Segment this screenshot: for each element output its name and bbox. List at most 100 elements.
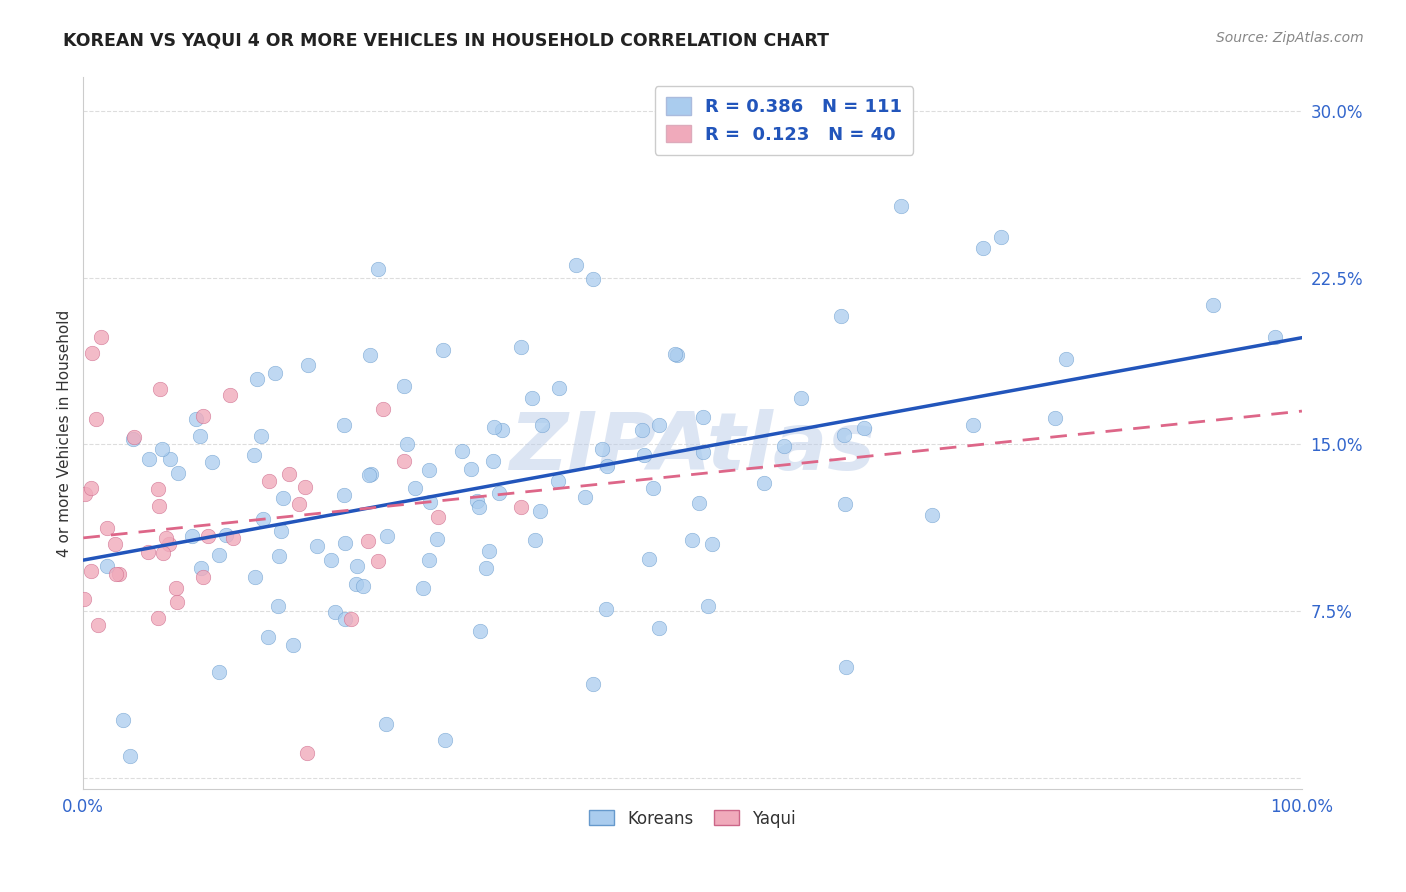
Point — [547, 474, 569, 488]
Point — [468, 624, 491, 639]
Point — [1202, 298, 1225, 312]
Point — [191, 409, 214, 423]
Point — [208, 665, 231, 680]
Point — [270, 524, 292, 539]
Point — [404, 481, 426, 495]
Point — [419, 495, 441, 509]
Point — [451, 443, 474, 458]
Point — [990, 230, 1012, 244]
Point — [319, 552, 342, 566]
Point — [108, 567, 131, 582]
Point — [352, 579, 374, 593]
Point — [432, 343, 454, 357]
Point — [418, 553, 440, 567]
Point — [191, 570, 214, 584]
Point — [159, 452, 181, 467]
Point — [830, 309, 852, 323]
Point — [138, 452, 160, 467]
Point — [396, 437, 419, 451]
Point — [146, 483, 169, 497]
Point — [243, 448, 266, 462]
Point — [80, 564, 103, 578]
Point — [346, 559, 368, 574]
Point — [148, 610, 170, 624]
Point — [375, 529, 398, 543]
Point — [243, 570, 266, 584]
Point — [392, 379, 415, 393]
Point — [478, 544, 501, 558]
Point — [418, 462, 440, 476]
Point — [631, 423, 654, 437]
Point — [246, 372, 269, 386]
Point — [222, 531, 245, 545]
Point — [834, 497, 856, 511]
Point — [921, 508, 943, 522]
Point — [86, 412, 108, 426]
Point — [638, 552, 661, 566]
Point — [335, 535, 357, 549]
Point — [257, 474, 280, 488]
Point — [257, 630, 280, 644]
Point — [333, 417, 356, 432]
Point — [188, 429, 211, 443]
Point — [72, 591, 94, 606]
Point — [90, 329, 112, 343]
Point — [633, 448, 655, 462]
Point — [157, 537, 180, 551]
Point — [524, 533, 547, 547]
Point — [465, 493, 488, 508]
Point — [152, 547, 174, 561]
Point — [267, 549, 290, 563]
Point — [104, 567, 127, 582]
Point — [664, 347, 686, 361]
Point — [359, 348, 381, 362]
Point — [87, 618, 110, 632]
Point — [692, 444, 714, 458]
Point — [773, 439, 796, 453]
Point — [167, 466, 190, 480]
Point — [700, 537, 723, 551]
Point — [790, 391, 813, 405]
Point — [474, 561, 496, 575]
Point — [250, 429, 273, 443]
Point — [375, 717, 398, 731]
Point — [853, 421, 876, 435]
Point — [574, 490, 596, 504]
Point — [294, 480, 316, 494]
Y-axis label: 4 or more Vehicles in Household: 4 or more Vehicles in Household — [58, 310, 72, 557]
Point — [647, 621, 669, 635]
Point — [412, 582, 434, 596]
Point — [165, 581, 187, 595]
Point — [323, 605, 346, 619]
Point — [252, 512, 274, 526]
Point — [488, 486, 510, 500]
Point — [186, 412, 208, 426]
Text: KOREAN VS YAQUI 4 OR MORE VEHICLES IN HOUSEHOLD CORRELATION CHART: KOREAN VS YAQUI 4 OR MORE VEHICLES IN HO… — [63, 31, 830, 49]
Point — [596, 458, 619, 473]
Text: ZIPAtlas: ZIPAtlas — [509, 409, 876, 486]
Point — [509, 340, 531, 354]
Point — [681, 533, 703, 547]
Point — [118, 748, 141, 763]
Point — [467, 500, 489, 514]
Point — [595, 602, 617, 616]
Point — [281, 638, 304, 652]
Point — [972, 241, 994, 255]
Point — [122, 432, 145, 446]
Point — [359, 467, 381, 482]
Point — [427, 509, 450, 524]
Point — [207, 548, 229, 562]
Point — [484, 420, 506, 434]
Point — [548, 381, 571, 395]
Point — [267, 599, 290, 613]
Point — [75, 487, 97, 501]
Point — [150, 442, 173, 456]
Point — [96, 521, 118, 535]
Point — [149, 382, 172, 396]
Point — [591, 442, 613, 456]
Point — [124, 430, 146, 444]
Point — [96, 559, 118, 574]
Point — [307, 539, 329, 553]
Point — [832, 427, 855, 442]
Legend: Koreans, Yaqui: Koreans, Yaqui — [582, 803, 803, 834]
